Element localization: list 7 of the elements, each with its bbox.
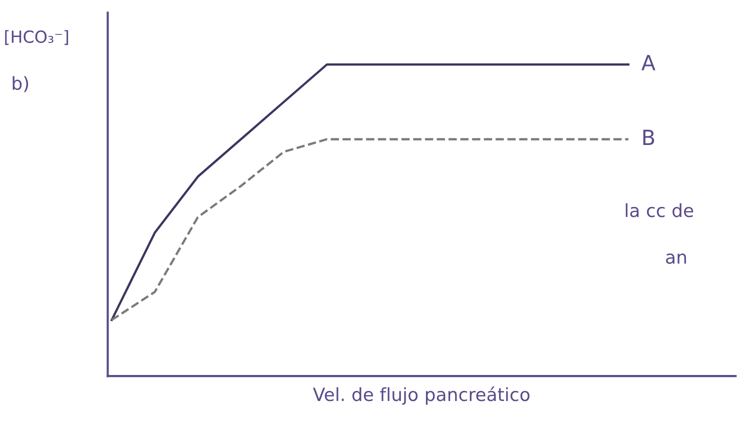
y-axis-title: [HCO₃⁻] <box>5 30 68 45</box>
text: an <box>666 254 686 264</box>
series-label: B <box>643 130 654 145</box>
text: b) <box>12 76 28 92</box>
series-label: A <box>641 55 656 70</box>
annotation: la cc de <box>626 203 694 218</box>
x-axis-title: Vel. de flujo pancreático <box>312 386 530 405</box>
